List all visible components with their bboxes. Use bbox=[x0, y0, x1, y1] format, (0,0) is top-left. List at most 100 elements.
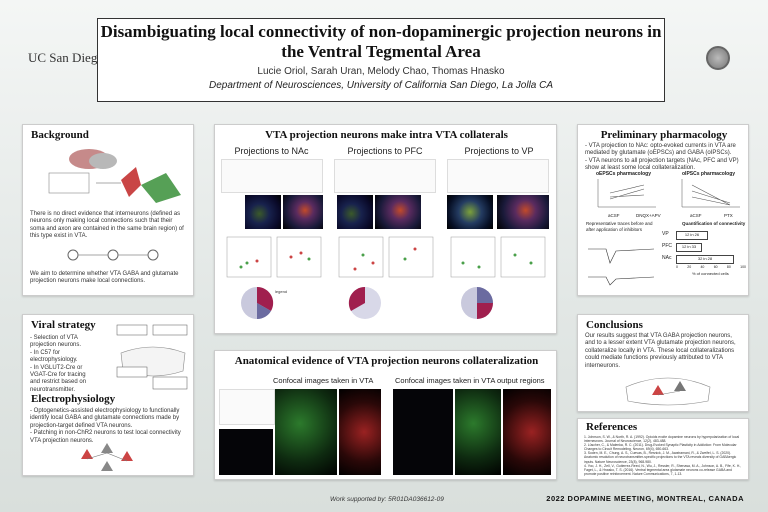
bar-label-nac: NAc bbox=[662, 255, 672, 261]
bar-tick: 60 bbox=[713, 265, 718, 269]
anatomical-image-output-1 bbox=[393, 389, 453, 475]
anatomical-sub-right: Confocal images taken in VTA output regi… bbox=[395, 376, 545, 385]
reference-item: 4. Yoo, J. H., Zell, V., Gutierrez-Reed,… bbox=[584, 463, 742, 476]
ephys-items: - Optogenetics-assisted electrophysiolog… bbox=[30, 408, 186, 445]
university-seal-icon bbox=[706, 46, 730, 70]
column-pfc: Projections to PFC bbox=[347, 146, 423, 156]
pfc-image-2 bbox=[375, 195, 421, 229]
bar-label-vp: VP bbox=[662, 231, 669, 237]
vp-pie-charts bbox=[461, 287, 493, 319]
background-text-2: We aim to determine whether VTA GABA and… bbox=[30, 271, 179, 285]
trace-diagrams bbox=[588, 248, 655, 286]
viral-item: - In VGLUT2-Cre or VGAT-Cre for tracing … bbox=[30, 364, 87, 393]
anatomical-sub-left: Confocal images taken in VTA bbox=[273, 376, 374, 385]
ephys-item: - Patching in non-ChR2 neurons to test l… bbox=[30, 430, 181, 444]
references-title: References bbox=[586, 421, 638, 433]
pharm-title: Preliminary pharmacology bbox=[600, 129, 728, 141]
conclusions-title: Conclusions bbox=[586, 319, 643, 331]
conclusions-text: Our results suggest that VTA GABA projec… bbox=[585, 333, 736, 369]
oepsc-cat-1: aCSF bbox=[608, 213, 620, 218]
bar-vp: 12 in 26 bbox=[676, 231, 708, 240]
reference-item: 3. Soden, M. E., Chung, A. S., Cuevas, B… bbox=[584, 451, 737, 464]
neuron-schematic bbox=[67, 249, 159, 261]
background-text-1: There is no direct evidence that interne… bbox=[30, 211, 184, 240]
oipsc-cat-2: PTX bbox=[724, 213, 733, 218]
pfc-pie-charts bbox=[348, 286, 381, 319]
anatomical-panel: Anatomical evidence of VTA projection ne… bbox=[214, 350, 557, 480]
vp-image-1 bbox=[447, 195, 493, 229]
vp-scatter-plots bbox=[450, 236, 546, 278]
nac-schematic bbox=[221, 159, 323, 193]
trace-label: Representative traces before and after a… bbox=[586, 221, 653, 232]
bar-xlabel: % of connected cells bbox=[692, 271, 729, 276]
funding-footer: Work supported by: 5R01DA036612-09 bbox=[330, 496, 444, 503]
poster-title: Disambiguating local connectivity of non… bbox=[100, 22, 662, 61]
references-panel: References 1. Johnson, S. W., & North, R… bbox=[577, 418, 749, 480]
viral-items: - Selection of VTA projection neurons. -… bbox=[30, 335, 88, 394]
background-panel: Background There is no direct evidence t… bbox=[22, 124, 194, 296]
bar-pfc: 12 in 33 bbox=[676, 243, 702, 252]
oepsc-cat-2: DNQX+APV bbox=[636, 213, 661, 218]
svg-text:legend: legend bbox=[275, 289, 287, 294]
pharm-items: - VTA projection to NAc: opto-evoked cur… bbox=[585, 143, 741, 173]
pharm-item: - VTA neurons to all projection targets … bbox=[585, 157, 739, 172]
ephys-item: - Optogenetics-assisted electrophysiolog… bbox=[30, 408, 180, 429]
bar-chart-title: Quantification of connectivity bbox=[682, 221, 746, 226]
reference-item: 2. Lüscher, C., & Malenka, R. C. (2011).… bbox=[584, 443, 737, 452]
references-list: 1. Johnson, S. W., & North, R. A. (1992)… bbox=[584, 435, 742, 476]
oipsc-chart-title: oIPSCs pharmacology bbox=[682, 171, 736, 177]
column-nac: Projections to NAc bbox=[234, 146, 309, 156]
background-title: Background bbox=[31, 129, 89, 141]
reference-item: 1. Johnson, S. W., & North, R. A. (1992)… bbox=[584, 435, 740, 444]
collaterals-panel: VTA projection neurons make intra VTA co… bbox=[214, 124, 557, 334]
oipsc-cat-1: aCSF bbox=[690, 213, 702, 218]
ucsd-logo: UC San Diego bbox=[28, 50, 104, 65]
pfc-schematic bbox=[334, 159, 436, 193]
collaterals-columns: Projections to NAc Projections to PFC Pr… bbox=[215, 146, 556, 156]
conclusions-diagram bbox=[625, 377, 711, 406]
bar-tick: 80 bbox=[726, 265, 731, 269]
background-diagram bbox=[48, 149, 181, 203]
bar-axis: 0 20 40 60 80 100 bbox=[676, 265, 746, 269]
nac-scatter-plots bbox=[226, 236, 322, 278]
conclusions-panel: Conclusions Our results suggest that VTA… bbox=[577, 314, 749, 412]
column-vp: Projections to VP bbox=[464, 146, 534, 156]
anatomical-image-vta-green bbox=[275, 389, 337, 475]
pharmacology-panel: Preliminary pharmacology - VTA projectio… bbox=[577, 124, 749, 296]
viral-injection-diagram bbox=[116, 324, 188, 390]
meeting-footer: 2022 DOPAMINE MEETING, MONTREAL, CANADA bbox=[546, 494, 744, 503]
ephys-title: Electrophysiology bbox=[31, 393, 116, 405]
anatomical-schematic bbox=[219, 389, 275, 425]
bar-nac: 32 in 28 bbox=[676, 255, 734, 264]
vp-schematic bbox=[447, 159, 549, 193]
pharm-item: - VTA projection to NAc: opto-evoked cur… bbox=[585, 143, 736, 157]
oepsc-chart-title: oEPSCs pharmacology bbox=[596, 171, 652, 177]
title-box: Disambiguating local connectivity of non… bbox=[97, 18, 665, 102]
nac-pie-charts: legend bbox=[241, 286, 287, 320]
poster-department: Department of Neurosciences, University … bbox=[208, 80, 554, 91]
connectivity-bar-chart: VP 12 in 26 PFC 12 in 33 NAc 32 in 28 0 … bbox=[662, 229, 746, 281]
anatomical-image-vta-overview bbox=[219, 429, 273, 475]
bar-tick: 40 bbox=[700, 265, 705, 269]
anatomical-title: Anatomical evidence of VTA projection ne… bbox=[234, 355, 539, 367]
collaterals-title: VTA projection neurons make intra VTA co… bbox=[265, 129, 508, 141]
anatomical-image-output-3 bbox=[503, 389, 551, 475]
pharm-line-charts bbox=[597, 179, 740, 208]
pfc-image-1 bbox=[337, 195, 373, 229]
ephys-neuron-diagram bbox=[81, 443, 133, 471]
anatomical-image-output-2 bbox=[455, 389, 501, 475]
anatomical-image-vta-red bbox=[339, 389, 381, 475]
vp-image-2 bbox=[497, 195, 549, 229]
bar-tick: 100 bbox=[740, 265, 746, 269]
poster-authors: Lucie Oriol, Sarah Uran, Melody Chao, Th… bbox=[257, 66, 505, 77]
nac-image-1 bbox=[245, 195, 281, 229]
pfc-scatter-plots bbox=[338, 236, 434, 278]
bar-label-pfc: PFC bbox=[662, 243, 672, 249]
viral-title: Viral strategy bbox=[31, 319, 96, 331]
bar-tick: 20 bbox=[687, 265, 692, 269]
nac-image-2 bbox=[283, 195, 323, 229]
bar-tick: 0 bbox=[676, 265, 678, 269]
methods-panel: Viral strategy - Selection of VTA projec… bbox=[22, 314, 194, 476]
viral-item: - In C57 for electrophysiology. bbox=[30, 349, 78, 364]
viral-item: - Selection of VTA projection neurons. bbox=[30, 335, 82, 349]
